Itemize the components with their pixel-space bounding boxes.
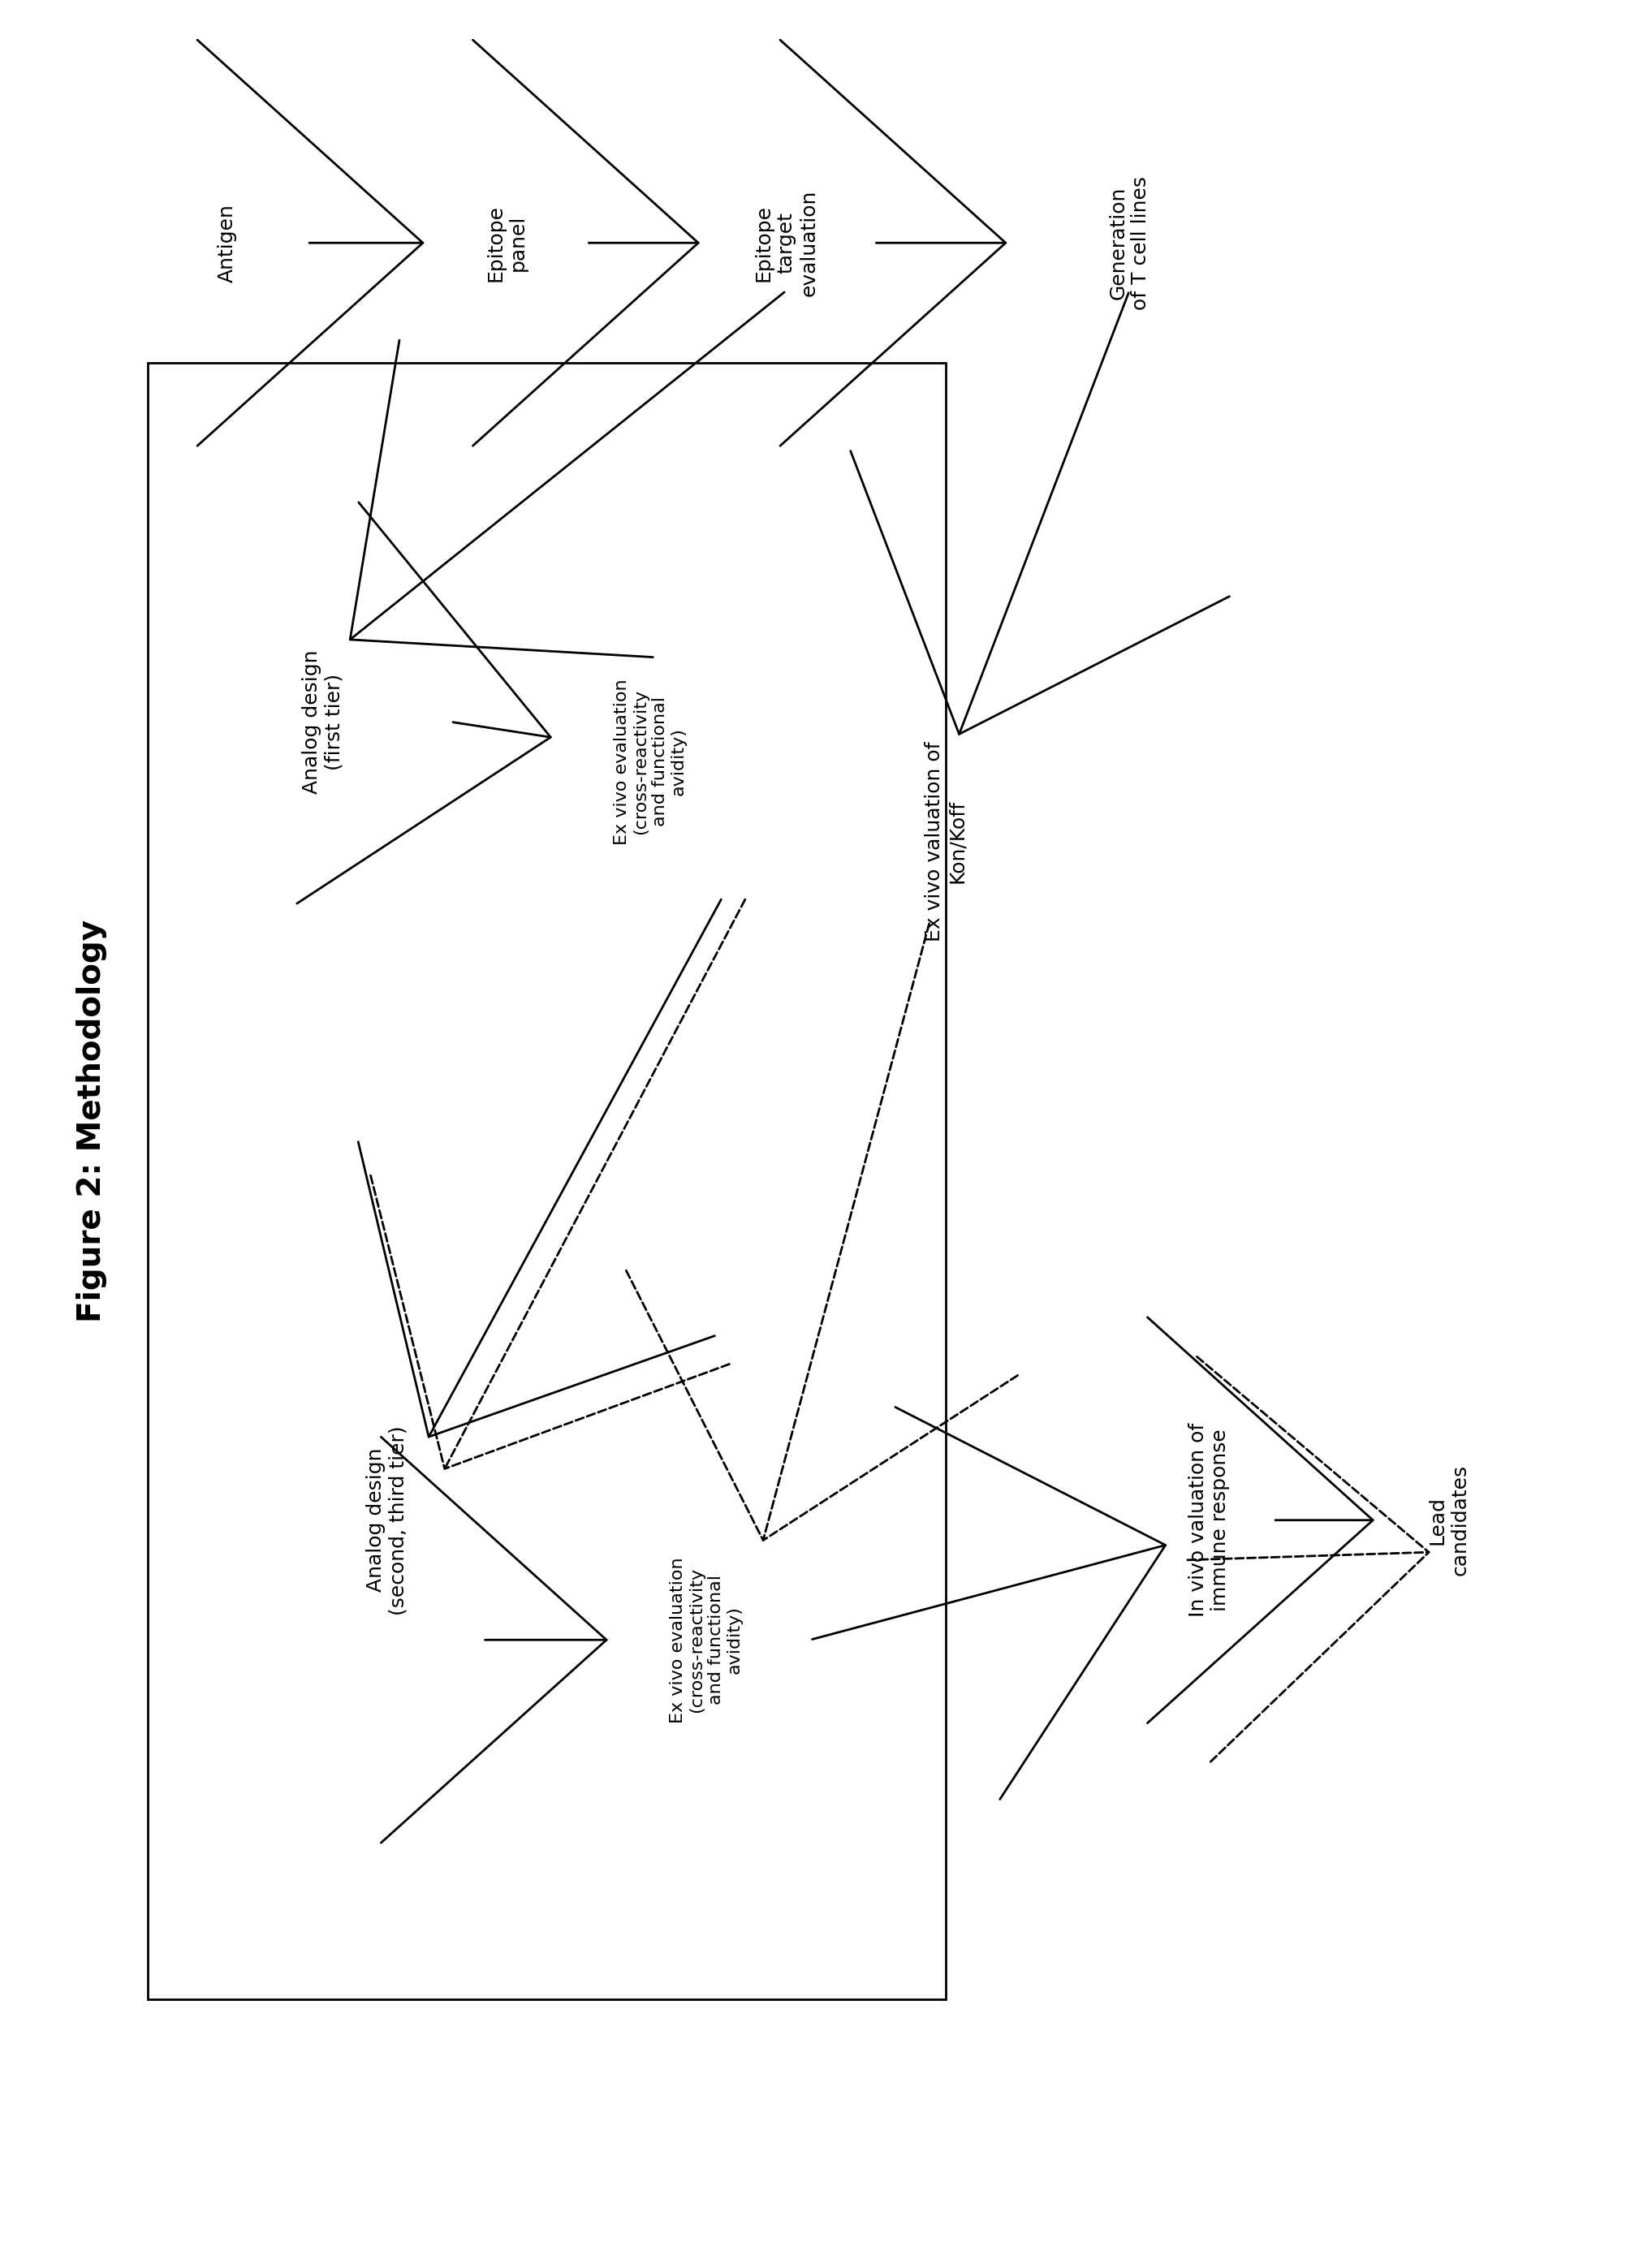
Text: Antigen: Antigen — [218, 204, 236, 282]
Text: Analog design
(second, third tier): Analog design (second, third tier) — [365, 1426, 408, 1614]
Text: Ex vivo evaluation
(cross-reactivity
and functional
avidity): Ex vivo evaluation (cross-reactivity and… — [615, 679, 687, 845]
Text: Ex vivo evaluation
(cross-reactivity
and functional
avidity): Ex vivo evaluation (cross-reactivity and… — [669, 1556, 743, 1722]
Text: Epitope
target
evaluation: Epitope target evaluation — [753, 191, 818, 296]
Bar — [147, 363, 945, 2000]
Text: In vivo valuation of
immune response: In vivo valuation of immune response — [1188, 1424, 1231, 1616]
Text: Analog design
(first tier): Analog design (first tier) — [302, 650, 344, 794]
Text: Ex vivo valuation of
Kon/Koff: Ex vivo valuation of Kon/Koff — [925, 742, 966, 942]
Text: Lead
candidates: Lead candidates — [1427, 1464, 1470, 1576]
Text: Figure 2: Methodology: Figure 2: Methodology — [76, 919, 107, 1323]
Text: Epitope
panel: Epitope panel — [486, 204, 527, 282]
Text: Generation
of T cell lines: Generation of T cell lines — [1108, 175, 1150, 309]
